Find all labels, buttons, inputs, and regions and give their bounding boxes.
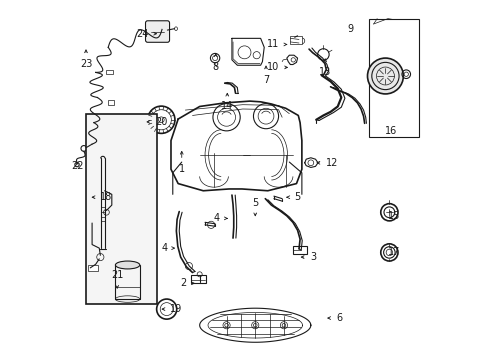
- Text: 2: 2: [180, 278, 185, 288]
- Bar: [290, 36, 301, 44]
- Text: 21: 21: [111, 270, 123, 280]
- Bar: [293, 246, 306, 253]
- Ellipse shape: [115, 261, 140, 269]
- Text: 15: 15: [387, 211, 400, 221]
- Bar: [368, 19, 418, 137]
- Bar: [191, 275, 205, 283]
- Text: 6: 6: [335, 313, 342, 323]
- Text: 3: 3: [309, 252, 316, 262]
- Text: 13: 13: [318, 67, 331, 77]
- Bar: [107, 100, 114, 105]
- Text: 17: 17: [387, 247, 400, 257]
- Text: 9: 9: [346, 24, 353, 34]
- Text: 8: 8: [212, 62, 219, 72]
- Text: 5: 5: [293, 192, 300, 202]
- Circle shape: [367, 58, 403, 94]
- Text: 16: 16: [385, 126, 397, 135]
- Text: 1: 1: [178, 164, 184, 174]
- Text: 12: 12: [325, 158, 338, 168]
- Text: 18: 18: [100, 192, 112, 202]
- Text: 23: 23: [80, 59, 92, 69]
- Text: 4: 4: [161, 243, 167, 253]
- Text: 14: 14: [221, 102, 233, 112]
- Text: 10: 10: [266, 62, 279, 72]
- Bar: [106, 70, 113, 74]
- Text: 19: 19: [170, 304, 182, 314]
- Bar: [86, 114, 157, 304]
- Text: 7: 7: [263, 75, 268, 85]
- Text: 22: 22: [71, 161, 84, 171]
- Text: 20: 20: [155, 117, 167, 127]
- Text: 5: 5: [252, 198, 258, 208]
- Text: 4: 4: [214, 213, 220, 223]
- Text: 11: 11: [267, 40, 279, 49]
- Bar: [88, 265, 98, 271]
- Text: 24: 24: [136, 29, 148, 39]
- FancyBboxPatch shape: [145, 21, 169, 42]
